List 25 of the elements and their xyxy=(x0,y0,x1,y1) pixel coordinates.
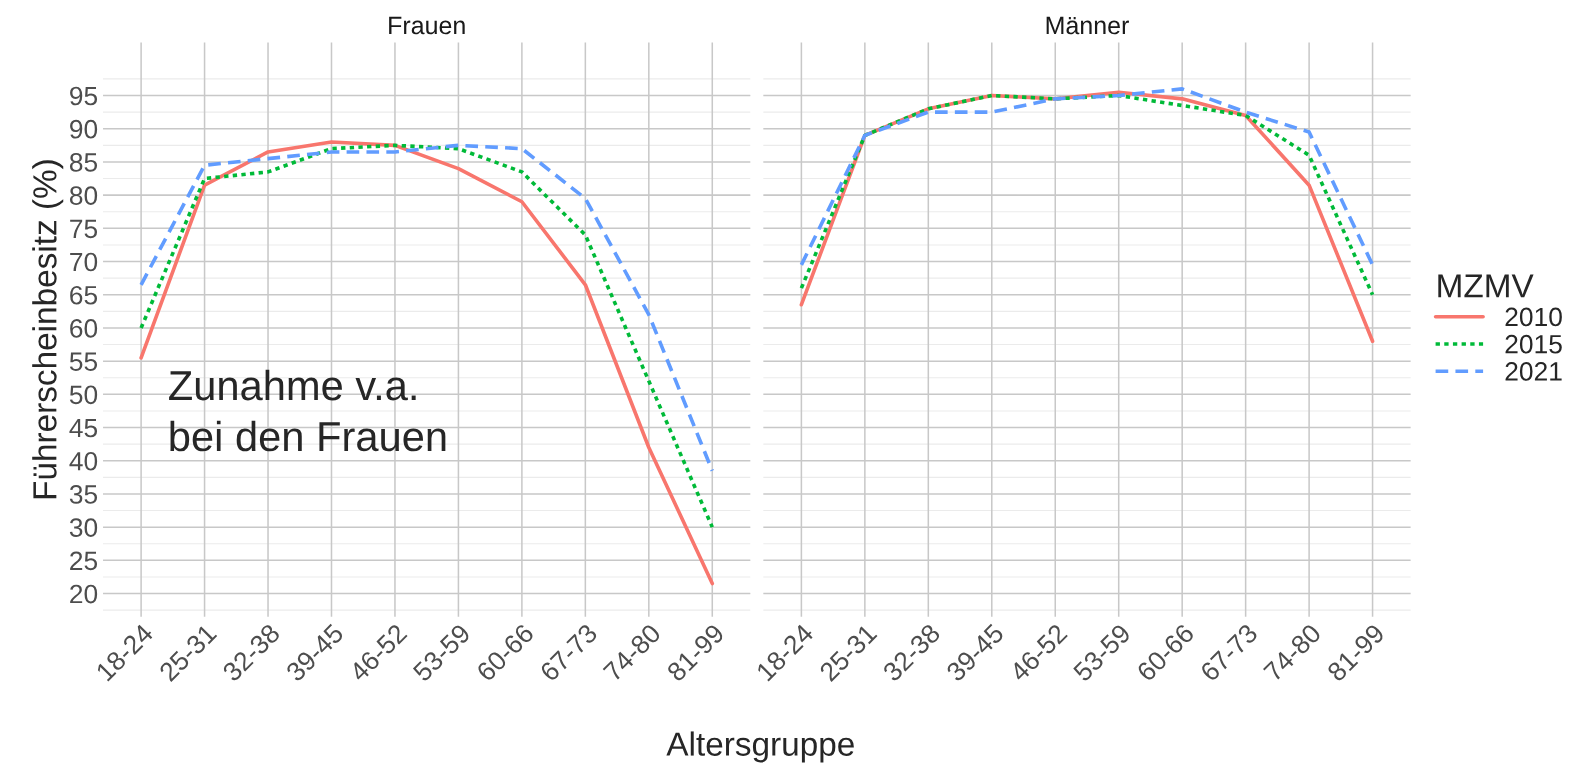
legend-label: 2015 xyxy=(1505,334,1562,354)
y-tick-label: 50 xyxy=(69,385,98,405)
y-tick-label: 70 xyxy=(70,252,98,272)
y-tick-label: 35 xyxy=(69,485,98,504)
y-tick-label: 65 xyxy=(70,285,98,305)
x-axis-title: Altersgruppe xyxy=(666,731,854,763)
y-axis-title: Führerscheinbesitz (%) xyxy=(32,160,64,499)
legend-title: MZMV xyxy=(1438,274,1534,298)
y-tick-label: 20 xyxy=(70,584,98,604)
y-tick-label: 40 xyxy=(69,451,98,471)
y-tick-label: 95 xyxy=(70,86,98,106)
chart-title: Frauen xyxy=(389,16,465,35)
y-tick-label: 55 xyxy=(69,352,98,371)
annotation: Zunahme v.a. bei den Frauen xyxy=(169,369,446,452)
legend-label: 2010 xyxy=(1505,307,1562,327)
y-tick-label: 90 xyxy=(70,119,98,139)
legend-label: 2021 xyxy=(1505,362,1562,381)
y-tick-label: 85 xyxy=(69,153,98,172)
y-tick-label: 25 xyxy=(70,551,98,571)
y-tick-label: 45 xyxy=(69,418,98,438)
y-tick-label: 75 xyxy=(70,219,98,239)
y-tick-label: 60 xyxy=(70,319,98,338)
y-tick-label: 30 xyxy=(69,518,98,537)
y-tick-label: 80 xyxy=(69,186,98,205)
chart-title: Männer xyxy=(1046,16,1129,35)
